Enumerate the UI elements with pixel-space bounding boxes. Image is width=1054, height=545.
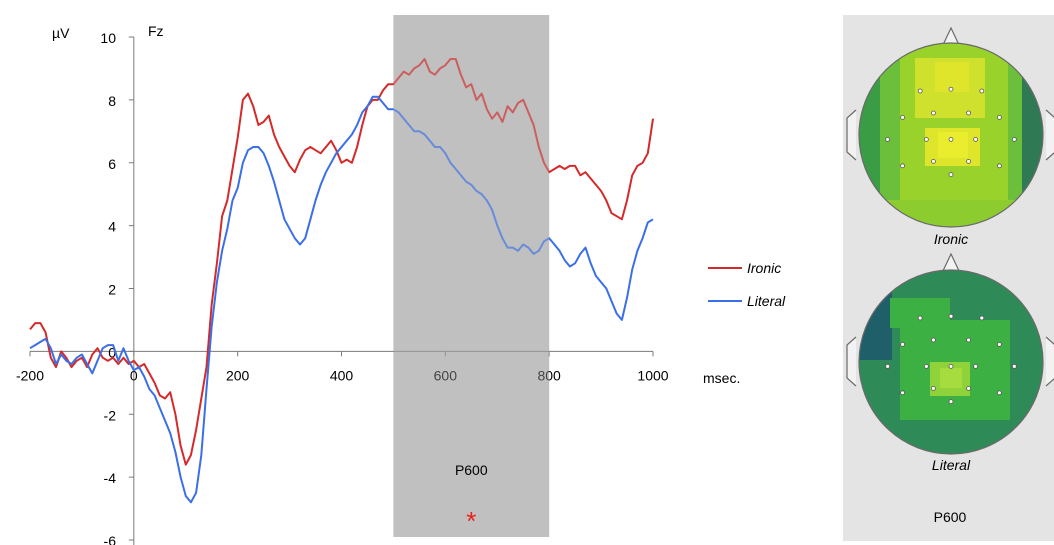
electrode-dot [931,385,936,391]
legend-label-literal: Literal [747,293,786,309]
electrode-dot [900,341,905,347]
electrode-dot [973,363,979,369]
electrode-dots-literal [885,313,1017,405]
electrode-dot [931,337,936,343]
electrode-dot [948,172,954,178]
x-tick-label: 1000 [637,367,668,383]
scalp-map-label-ironic: Ironic [934,231,968,247]
electrode-dot [966,385,971,391]
electrode-dot [948,136,954,142]
y-axis-ticks: -6 -4 -2 0 2 4 6 8 10 [100,30,134,545]
series-layer [29,15,654,537]
electrode-dot [979,315,985,321]
electrode-dot [997,341,1002,347]
electrode-dot [948,313,954,319]
x-tick-label: 800 [537,367,561,383]
legend: Ironic Literal [708,260,786,309]
p600-window-overlay [393,15,550,537]
electrode-dot [966,158,971,164]
scalp-maps-component-label: P600 [934,509,967,525]
electrode-dot [900,115,905,120]
x-axis-label: msec. [703,370,740,386]
series-line-ironic [29,58,654,466]
electrode-dot [979,88,985,94]
y-tick-label: 6 [108,156,116,172]
electrode-dot [1011,363,1017,369]
electrode-dot [948,363,954,369]
x-tick-label: 600 [434,367,458,383]
chart-title-electrode: Fz [148,23,164,39]
electrode-dot [997,163,1002,169]
electrode-dot [931,158,936,164]
electrode-dots-ironic [885,86,1017,178]
y-tick-label: 10 [100,30,116,46]
y-tick-label: -2 [104,407,117,423]
y-tick-label: 0 [108,344,116,360]
y-axis-label: µV [52,25,70,41]
electrode-dot [917,315,923,321]
electrode-dot [1011,136,1017,142]
x-axis-ticks: -200 0 200 400 600 800 1000 [16,351,669,383]
series-line-literal [29,95,654,504]
y-tick-label: 4 [108,219,116,235]
y-tick-label: -6 [104,533,117,545]
electrode-dot [900,163,905,169]
x-tick-label: 400 [330,367,354,383]
electrode-dot [923,363,929,369]
electrode-dot [948,399,954,405]
electrode-dot [997,115,1002,120]
legend-label-ironic: Ironic [747,260,781,276]
electrode-dot [948,86,954,92]
y-tick-label: 8 [108,93,116,109]
electrode-dot [900,390,905,396]
electrode-dot [885,363,891,369]
electrode-dot [973,136,979,142]
y-tick-label: 2 [108,282,116,298]
p600-window-label: P600 [455,462,488,478]
electrode-dot [917,88,923,94]
electrode-dot [966,337,971,343]
significance-asterisk: * [466,506,476,536]
electrode-dot [885,136,891,142]
electrode-dot [997,390,1002,396]
scalp-map-label-literal: Literal [932,457,971,473]
x-tick-label: 0 [130,367,138,383]
x-tick-label: 200 [226,367,250,383]
y-tick-label: -4 [104,470,117,486]
scalp-maps-panel: Ironic Literal P600 [843,15,1054,541]
electrode-dot [966,110,971,116]
electrode-dot [931,110,936,116]
electrode-dot [923,136,929,142]
x-tick-label: -200 [16,367,44,383]
